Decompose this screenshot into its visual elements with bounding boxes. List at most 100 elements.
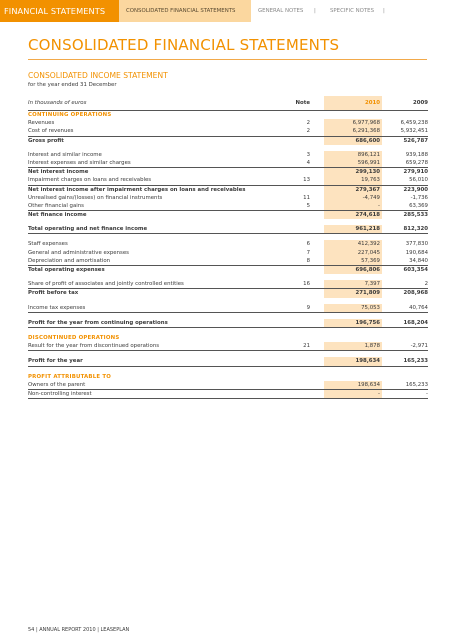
row-value-2009: 939,188	[405, 151, 428, 158]
row-label: Unrealised gains/(losses) on financial i…	[28, 194, 163, 201]
row-label: Result for the year from discontinued op…	[28, 343, 160, 350]
table-row: Total operating and net finance income 96…	[28, 225, 428, 235]
row-note: 13	[303, 177, 310, 184]
current-year-highlight	[324, 211, 382, 220]
row-value-2010: 227,045	[357, 249, 380, 256]
row-value-2010: 274,618	[355, 212, 380, 219]
table-row: Non-controlling interest - -	[28, 389, 428, 400]
row-value-2009: 34,840	[409, 257, 428, 264]
current-year-highlight	[324, 185, 382, 194]
table-section-heading: DISCONTINUED OPERATIONS	[28, 334, 428, 342]
row-label: Staff expenses	[28, 241, 68, 248]
row-value-2010: -4,749	[362, 194, 380, 201]
row-value-2010: 19,763	[361, 177, 380, 184]
section-title: CONSOLIDATED INCOME STATEMENT	[28, 71, 168, 80]
current-year-highlight	[324, 240, 382, 249]
row-label: Depreciation and amortisation	[28, 257, 111, 264]
table-row: Other financial gains 5 - 63,369	[28, 201, 428, 212]
row-value-2010: 57,369	[361, 257, 380, 264]
row-note: 5	[306, 202, 310, 209]
row-label: Cost of revenues	[28, 128, 74, 135]
row-value-2009: 659,278	[405, 159, 428, 166]
current-year-highlight	[324, 119, 382, 128]
row-note: 21	[303, 343, 310, 350]
nav-separator: |	[383, 8, 385, 14]
table-row: Result for the year from discontinued op…	[28, 342, 428, 352]
row-value-2010: 198,634	[355, 358, 380, 365]
nav-tab-general-notes[interactable]: GENERAL NOTES	[258, 8, 304, 14]
row-value-2009: 2	[424, 281, 428, 288]
table-row: Cost of revenues 2 6,291,368 5,932,451	[28, 127, 428, 137]
current-year-highlight	[324, 168, 382, 177]
income-statement-table: In thousands of euros Note 2010 2009 CON…	[28, 96, 428, 400]
row-value-2009: 165,233	[403, 358, 428, 365]
row-label: Impairment charges on loans and receivab…	[28, 177, 152, 184]
row-value-2009: 5,932,451	[400, 128, 428, 135]
row-value-2010: 6,977,968	[352, 120, 380, 127]
current-year-highlight	[324, 256, 382, 265]
row-value-2010: 279,367	[355, 186, 380, 193]
current-year-highlight	[324, 136, 382, 145]
row-label: Other financial gains	[28, 202, 84, 209]
table-row: Staff expenses 6 412,392 377,830	[28, 240, 428, 249]
nav-tab-specific-notes[interactable]: SPECIFIC NOTES	[330, 8, 374, 14]
table-row: Profit before tax 271,809 208,968	[28, 289, 428, 298]
current-year-highlight	[324, 201, 382, 211]
row-value-2010: 696,806	[355, 267, 380, 273]
nav-separator: |	[314, 8, 316, 14]
table-row: Total operating expenses 696,806 603,354	[28, 266, 428, 275]
row-label: Share of profit of associates and jointl…	[28, 281, 184, 288]
row-label: Non-controlling interest	[28, 390, 92, 397]
table-row: Owners of the parent 198,634 165,233	[28, 380, 428, 390]
current-year-highlight	[324, 96, 382, 110]
current-year-highlight	[324, 193, 382, 202]
row-value-2010: 896,121	[357, 151, 380, 158]
header-note: Note	[295, 100, 310, 106]
table-row: Net finance income 274,618 285,533	[28, 211, 428, 220]
table-row: Net interest income 299,130 279,910	[28, 168, 428, 177]
row-value-2010: -	[378, 202, 380, 209]
table-row: Depreciation and amortisation 8 57,369 34,8…	[28, 256, 428, 266]
header-year-2009: 2009	[412, 100, 428, 106]
current-year-highlight	[324, 389, 382, 399]
row-note: 16	[303, 281, 310, 288]
row-value-2010: 299,130	[355, 169, 380, 176]
row-value-2009: -	[426, 390, 428, 397]
row-value-2009: -1,736	[410, 194, 428, 201]
row-label: Net interest income	[28, 169, 89, 176]
current-year-highlight	[324, 289, 382, 298]
current-year-highlight	[324, 280, 382, 289]
row-note: 4	[306, 159, 310, 166]
row-value-2010: 686,600	[355, 137, 380, 144]
table-header-row: In thousands of euros Note 2010 2009	[28, 96, 428, 111]
row-value-2010: -	[378, 390, 380, 397]
table-row: Net interest income after impairment cha…	[28, 185, 428, 194]
row-value-2010: 75,053	[361, 304, 380, 311]
current-year-highlight	[324, 303, 382, 312]
row-value-2010: 6,291,368	[352, 128, 380, 135]
row-value-2010: 198,634	[357, 381, 380, 388]
row-value-2009: 165,233	[405, 381, 428, 388]
nav-tab-financial-statements[interactable]: FINANCIAL STATEMENTS	[0, 0, 119, 22]
row-note: 7	[306, 249, 310, 256]
row-label: Owners of the parent	[28, 381, 86, 388]
row-note: 9	[306, 304, 310, 311]
header-year-2010: 2010	[364, 100, 380, 106]
nav-tab-consolidated-financial-statements[interactable]: CONSOLIDATED FINANCIAL STATEMENTS	[119, 0, 251, 22]
current-year-highlight	[324, 176, 382, 185]
row-value-2009: 526,787	[403, 137, 428, 144]
table-row: General and administrative expenses 7 227,…	[28, 248, 428, 257]
row-label: Total operating expenses	[28, 267, 105, 273]
row-label: Profit for the year from continuing oper…	[28, 319, 168, 326]
row-value-2010: 961,218	[355, 226, 380, 233]
row-label: Interest and similar income	[28, 151, 102, 158]
current-year-highlight	[324, 266, 382, 275]
top-navigation-bar: FINANCIAL STATEMENTS CONSOLIDATED FINANC…	[0, 0, 453, 22]
table-row: Profit for the year 198,634 165,233	[28, 357, 428, 367]
row-label: Revenues	[28, 120, 55, 127]
row-value-2010: 412,392	[357, 241, 380, 248]
current-year-highlight	[324, 158, 382, 168]
table-row: Revenues 2 6,977,968 6,459,238	[28, 119, 428, 128]
page-title: CONSOLIDATED FINANCIAL STATEMENTS	[28, 36, 340, 54]
row-note: 2	[306, 128, 310, 135]
